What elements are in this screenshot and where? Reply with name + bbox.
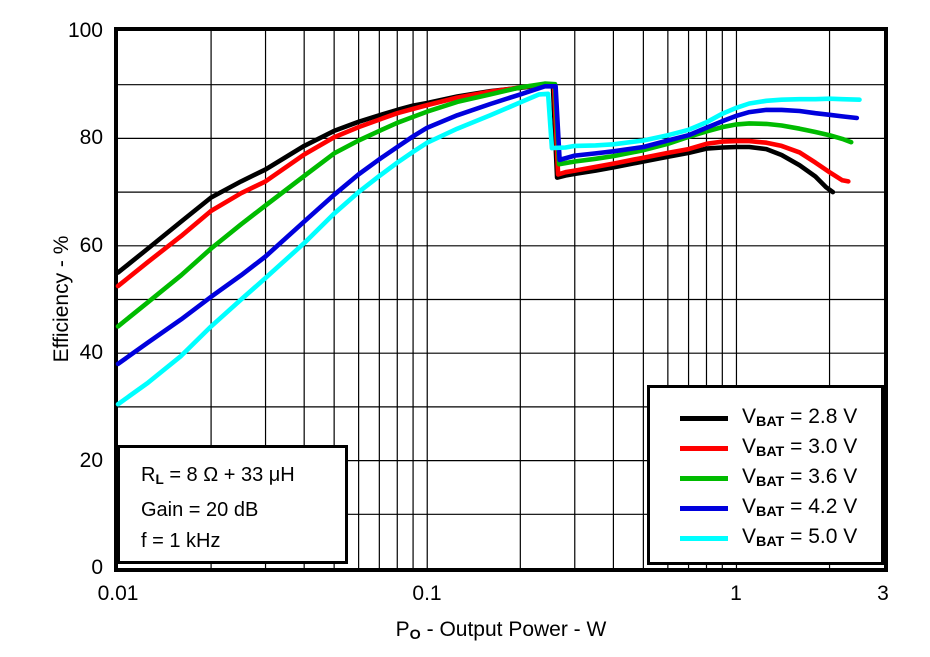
y-tick-label: 0 [91,556,103,579]
legend-item-vbat-3.6: VBAT = 3.6 V [650,463,881,493]
x-axis-title-symbol: P [395,618,410,641]
legend-subscript: BAT [756,474,785,491]
x-axis-title: PO - Output Power - W [396,618,607,643]
y-tick-label: 100 [67,19,103,42]
annotation-text: Gain = 20 dB [141,498,259,521]
legend-value: = 4.2 V [784,495,858,519]
x-axis-title-text: - Output Power - W [420,618,607,641]
annotation-line-gain: Gain = 20 dB [141,495,345,526]
legend-swatch-blue [680,505,728,511]
plot-border [114,27,888,572]
legend-subscript: BAT [756,444,785,461]
legend-item-vbat-3.0: VBAT = 3.0 V [650,433,881,463]
x-tick-label: 0.01 [97,582,139,605]
conditions-annotation-box: RL = 8 Ω + 33 μH Gain = 20 dB f = 1 kHz [117,445,348,564]
series-line-vbat-3.0 [115,82,851,289]
legend-value: = 5.0 V [784,525,858,549]
x-tick-label: 0.1 [412,582,442,605]
y-tick-label: 20 [79,449,103,472]
legend-subscript: BAT [756,504,785,521]
legend-swatch-green [680,475,728,481]
annotation-line-load: RL = 8 Ω + 33 μH [141,460,345,495]
annotation-text: f = 1 kHz [141,529,221,552]
legend-subscript: BAT [756,534,785,551]
legend-swatch-black [680,415,728,421]
legend-subscript: BAT [756,414,785,431]
legend-label: VBAT = 3.6 V [742,465,857,490]
legend-swatch-cyan [680,535,728,541]
y-tick-label: 60 [79,234,103,257]
annotation-symbol: R [141,464,156,486]
annotation-subscript: L [155,471,164,487]
y-axis-title: Efficiency - % [50,235,73,363]
series-line-vbat-4.2 [115,84,860,367]
annotation-line-frequency: f = 1 kHz [141,526,345,557]
legend-label: VBAT = 3.0 V [742,435,857,460]
legend-item-vbat-5.0: VBAT = 5.0 V [650,523,881,553]
legend-symbol: V [742,495,757,519]
y-tick-label: 80 [79,126,103,149]
x-tick-label: 3 [877,582,889,605]
legend-symbol: V [742,435,757,459]
legend-item-vbat-2.8: VBAT = 2.8 V [650,403,881,433]
legend-symbol: V [742,465,757,489]
legend-label: VBAT = 5.0 V [742,525,857,550]
legend-value: = 2.8 V [784,405,858,429]
y-tick-label: 40 [79,341,103,364]
legend-label: VBAT = 2.8 V [742,405,857,430]
legend-symbol: V [742,405,757,429]
legend-value: = 3.0 V [784,435,858,459]
series-line-vbat-5.0 [115,91,862,407]
annotation-text: = 8 Ω + 33 μH [163,464,295,486]
legend-swatch-red [680,445,728,451]
x-axis-title-subscript: O [409,627,421,644]
legend-symbol: V [742,525,757,549]
legend: VBAT = 2.8 V VBAT = 3.0 V VBAT = 3.6 V V… [647,385,884,565]
legend-label: VBAT = 4.2 V [742,495,857,520]
legend-item-vbat-4.2: VBAT = 4.2 V [650,493,881,523]
x-tick-label: 1 [730,582,742,605]
legend-value: = 3.6 V [784,465,858,489]
